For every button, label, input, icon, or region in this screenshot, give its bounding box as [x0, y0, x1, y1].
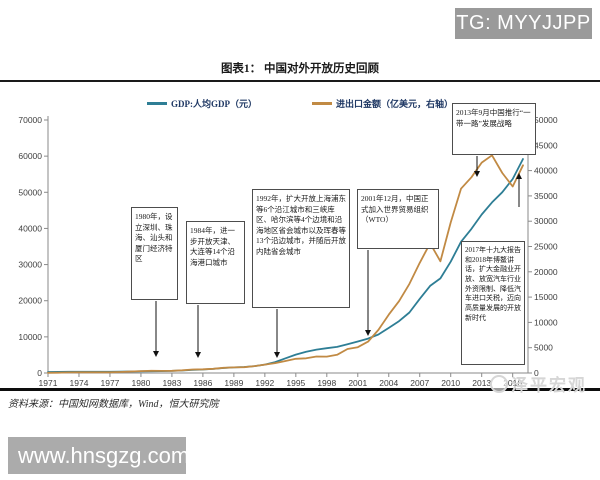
- x-axis-tick-label: 1974: [70, 378, 89, 388]
- x-axis-tick-label: 1971: [39, 378, 58, 388]
- x-axis-tick-label: 1980: [131, 378, 150, 388]
- left-axis-tick-label: 0: [37, 368, 42, 378]
- left-axis-tick-label: 10000: [18, 332, 42, 342]
- right-axis-tick-label: 5000: [534, 343, 553, 353]
- right-axis-tick-label: 40000: [534, 166, 558, 176]
- annotation-1992-expansion: 1992年，扩大开放上海浦东等6个沿江城市和三峡库区、哈尔滨等4个边境和沿海地区…: [252, 189, 350, 308]
- chart-legend: GDP:人均GDP（元） 进出口金额（亿美元，右轴）: [0, 97, 600, 110]
- annotation-1980-sez: 1980年，设立深圳、珠海、汕头和厦门经济特区: [131, 207, 178, 300]
- right-axis-tick-label: 20000: [534, 267, 558, 277]
- annotation-2001-wto: 2001年12月，中国正式加入世界贸易组织（WTO）: [357, 189, 439, 249]
- right-axis-tick-label: 50000: [534, 115, 558, 125]
- right-axis-tick-label: 10000: [534, 317, 558, 327]
- watermark-text: 泽平宏观: [511, 376, 587, 395]
- annotation-2017-new-era: 2017年十九大报告和2018年博鳌讲话，扩大金融业开放、放宽汽车行业外资限制、…: [461, 241, 525, 365]
- left-axis-tick-label: 20000: [18, 296, 42, 306]
- right-axis-tick-label: 25000: [534, 242, 558, 252]
- right-axis-tick-label: 30000: [534, 216, 558, 226]
- bottom-divider: [0, 388, 600, 391]
- legend-label-gdp: GDP:人均GDP（元）: [170, 99, 257, 109]
- legend-label-trade: 进出口金额（亿美元，右轴）: [335, 99, 453, 109]
- annotation-1984-coastal-cities: 1984年，进一步开放天津、大连等14个沿海港口城市: [186, 221, 245, 304]
- annotation-arrow-head: [274, 352, 280, 358]
- x-axis-tick-label: 1977: [100, 378, 119, 388]
- left-axis-tick-label: 40000: [18, 223, 42, 233]
- x-axis-tick-label: 2013: [472, 378, 491, 388]
- x-axis-tick-label: 1989: [224, 378, 243, 388]
- x-axis-tick-label: 2007: [410, 378, 429, 388]
- watermark-logo-icon: [490, 374, 508, 393]
- annotation-arrow-head: [153, 351, 159, 357]
- imports-exports-line: [47, 154, 524, 374]
- x-axis-tick-label: 2016: [503, 378, 522, 388]
- x-axis-tick-label: 1998: [317, 378, 336, 388]
- site-url-banner: www.hnsgzg.com: [8, 437, 189, 474]
- x-axis-tick-label: 2010: [441, 378, 460, 388]
- annotation-arrow-head: [516, 173, 522, 179]
- x-axis-tick-label: 1992: [255, 378, 274, 388]
- left-axis-tick-label: 60000: [18, 151, 42, 161]
- figure-title: 图表1： 中国对外开放历史回顾: [220, 63, 380, 75]
- x-axis-tick-label: 1983: [162, 378, 181, 388]
- x-axis-tick-label: 2001: [348, 378, 367, 388]
- right-axis-tick-label: 0: [534, 368, 539, 378]
- legend-item-trade: 进出口金额（亿美元，右轴）: [311, 97, 453, 110]
- annotation-arrow-head: [474, 171, 480, 177]
- tg-badge: TG: MYYJJPP: [455, 8, 592, 39]
- left-axis-tick-label: 50000: [18, 187, 42, 197]
- annotation-arrow-head: [365, 330, 371, 336]
- x-axis-tick-label: 1986: [193, 378, 212, 388]
- x-axis-tick-label: 1995: [286, 378, 305, 388]
- trade-line-swatch: [311, 102, 332, 105]
- gdp-line-swatch: [146, 102, 167, 105]
- watermark: 泽平宏观: [490, 371, 587, 396]
- title-divider: [0, 80, 600, 82]
- source-note: 资料来源：中国知网数据库，Wind，恒大研究院: [8, 399, 219, 410]
- right-axis-tick-label: 15000: [534, 292, 558, 302]
- right-axis-tick-label: 35000: [534, 191, 558, 201]
- legend-item-gdp: GDP:人均GDP（元）: [146, 97, 257, 110]
- annotation-2013-belt-road: 2013年9月中国推行“一带一路”发展战略: [452, 103, 536, 155]
- left-axis-tick-label: 30000: [18, 260, 42, 270]
- annotation-arrow-head: [195, 352, 201, 358]
- left-axis-tick-label: 70000: [18, 115, 42, 125]
- right-axis-tick-label: 45000: [534, 140, 558, 150]
- x-axis-tick-label: 2004: [379, 378, 398, 388]
